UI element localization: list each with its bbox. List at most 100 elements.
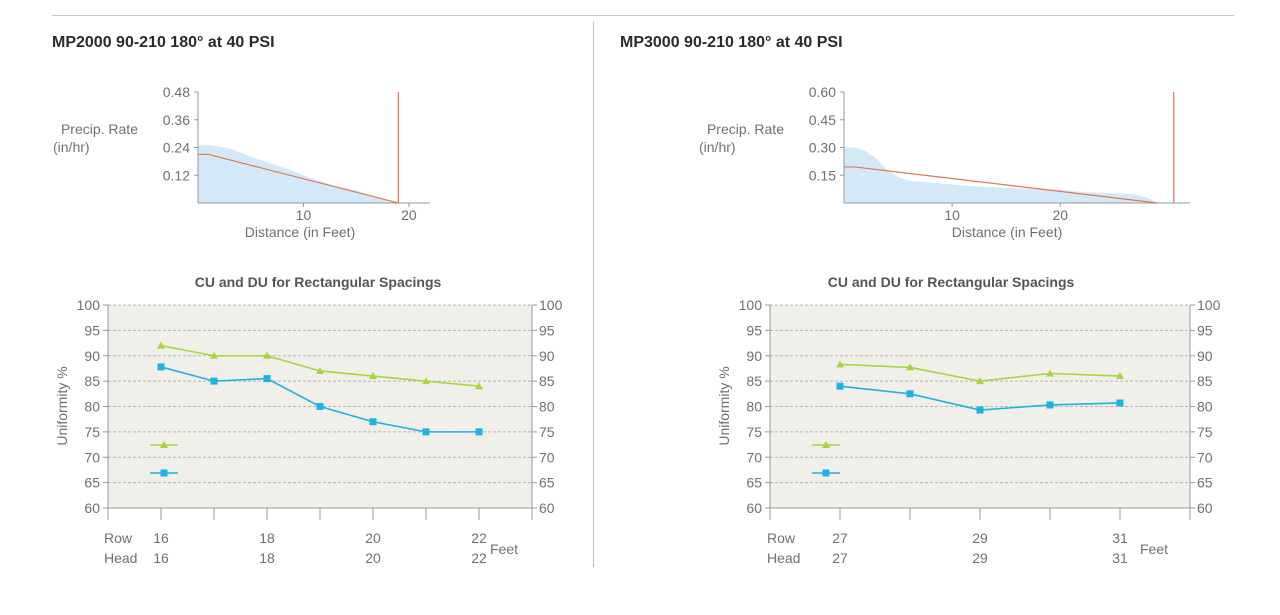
- y-tick-label-left: 100: [739, 297, 763, 313]
- x-tick-label-head: 22: [471, 550, 487, 566]
- precip-chart-mp2000: Precip. Rate (in/hr) Distance (in Feet) …: [53, 84, 430, 240]
- precip-x-tick-label: 20: [401, 207, 417, 223]
- uniformity-chart-mp3000: CU and DU for Rectangular Spacings Unifo…: [716, 274, 1221, 566]
- x-tick-label-head: 27: [832, 550, 848, 566]
- precip-y-tick-label: 0.24: [163, 140, 190, 156]
- y-tick-label-right: 90: [539, 348, 555, 364]
- precip-x-tick-label: 20: [1052, 207, 1068, 223]
- uniformity-title: CU and DU for Rectangular Spacings: [828, 274, 1075, 290]
- data-point-cu: [210, 351, 218, 359]
- data-point-cu: [906, 363, 914, 371]
- x-tick-label-head: 29: [972, 550, 988, 566]
- precip-xlabel: Distance (in Feet): [245, 224, 355, 240]
- data-point-du: [263, 375, 271, 383]
- uniformity-ylabel: Uniformity %: [54, 366, 70, 445]
- data-point-cu: [475, 382, 483, 390]
- y-tick-label-right: 85: [539, 373, 555, 389]
- x-tick-label-row: 20: [365, 530, 381, 546]
- x-tick-label-head: 20: [365, 550, 381, 566]
- y-tick-label-left: 95: [746, 322, 762, 338]
- y-tick-label-left: 70: [746, 449, 762, 465]
- y-tick-label-right: 65: [1197, 475, 1213, 491]
- x-tick-label-head: 18: [259, 550, 275, 566]
- y-tick-label-left: 70: [84, 449, 100, 465]
- data-point-cu: [422, 377, 430, 385]
- y-tick-label-left: 75: [84, 424, 100, 440]
- y-tick-label-left: 65: [84, 475, 100, 491]
- legend-swatch-marker-cu: [160, 441, 168, 448]
- y-tick-label-right: 95: [539, 322, 555, 338]
- data-point-du: [475, 428, 483, 436]
- data-point-cu: [369, 372, 377, 380]
- data-point-du: [316, 403, 324, 410]
- legend-swatch-marker-cu: [822, 441, 830, 448]
- panel-title: MP2000 90-210 180° at 40 PSI: [52, 34, 275, 51]
- data-point-cu: [836, 360, 844, 368]
- precip-area: [844, 147, 1158, 203]
- y-tick-label-left: 90: [84, 348, 100, 364]
- x-tick-label-head: 31: [1112, 550, 1128, 566]
- data-point-du: [157, 363, 165, 371]
- data-point-du: [422, 428, 430, 436]
- y-tick-label-left: 75: [746, 424, 762, 440]
- y-tick-label-left: 90: [746, 348, 762, 364]
- y-tick-label-right: 80: [1197, 399, 1213, 415]
- y-tick-label-right: 90: [1197, 348, 1213, 364]
- data-point-du: [976, 406, 984, 414]
- y-tick-label-right: 75: [539, 424, 555, 440]
- x-tick-label-row: 27: [832, 530, 848, 546]
- data-point-cu: [1046, 369, 1054, 377]
- precip-y-tick-label: 0.30: [809, 140, 836, 156]
- y-tick-label-right: 100: [1197, 297, 1221, 313]
- precip-ylabel-line2: (in/hr): [53, 139, 90, 155]
- legend-swatch-marker-du: [822, 469, 830, 477]
- y-tick-label-left: 60: [84, 500, 100, 516]
- x-tick-label-row: 22: [471, 530, 487, 546]
- top-rule: [52, 15, 1234, 16]
- precip-x-tick-label: 10: [296, 207, 312, 223]
- head-label: Head: [104, 550, 137, 566]
- y-tick-label-left: 65: [746, 475, 762, 491]
- y-tick-label-right: 100: [539, 297, 563, 313]
- precip-chart-mp3000: Precip. Rate (in/hr) Distance (in Feet) …: [699, 84, 1190, 240]
- x-tick-label-row: 16: [153, 530, 169, 546]
- y-tick-label-right: 95: [1197, 322, 1213, 338]
- precip-ylabel-line2: (in/hr): [699, 139, 736, 155]
- x-tick-label-row: 18: [259, 530, 275, 546]
- panel-title: MP3000 90-210 180° at 40 PSI: [620, 34, 843, 51]
- y-tick-label-right: 75: [1197, 424, 1213, 440]
- precip-ylabel-line1: Precip. Rate: [61, 121, 138, 137]
- y-tick-label-right: 60: [1197, 500, 1213, 516]
- feet-label: Feet: [1140, 541, 1168, 557]
- panel-divider: [593, 22, 594, 567]
- data-point-du: [1046, 401, 1054, 409]
- y-tick-label-left: 80: [746, 399, 762, 415]
- row-label: Row: [104, 530, 133, 546]
- y-tick-label-right: 60: [539, 500, 555, 516]
- x-tick-label-head: 16: [153, 550, 169, 566]
- feet-label: Feet: [490, 541, 518, 557]
- data-point-du: [210, 377, 218, 385]
- precip-y-tick-label: 0.45: [809, 112, 836, 128]
- data-point-cu: [157, 341, 165, 349]
- precip-y-tick-label: 0.12: [163, 167, 190, 183]
- x-tick-label-row: 31: [1112, 530, 1128, 546]
- panel-mp2000: MP2000 90-210 180° at 40 PSI Precip. Rat…: [0, 0, 600, 615]
- y-tick-label-right: 65: [539, 475, 555, 491]
- data-point-cu: [976, 377, 984, 385]
- precip-y-tick-label: 0.60: [809, 84, 836, 100]
- uniformity-title: CU and DU for Rectangular Spacings: [195, 274, 442, 290]
- precip-area: [198, 145, 399, 203]
- y-tick-label-right: 80: [539, 399, 555, 415]
- data-point-du: [1116, 399, 1124, 407]
- precip-x-tick-label: 10: [944, 207, 960, 223]
- precip-xlabel: Distance (in Feet): [952, 224, 1062, 240]
- precip-ylabel-line1: Precip. Rate: [707, 121, 784, 137]
- precip-line: [198, 153, 399, 204]
- y-tick-label-right: 70: [1197, 449, 1213, 465]
- y-tick-label-right: 85: [1197, 373, 1213, 389]
- x-tick-label-row: 29: [972, 530, 988, 546]
- precip-line: [844, 166, 1158, 204]
- panel-mp3000: MP3000 90-210 180° at 40 PSI Precip. Rat…: [600, 0, 1221, 615]
- y-tick-label-left: 60: [746, 500, 762, 516]
